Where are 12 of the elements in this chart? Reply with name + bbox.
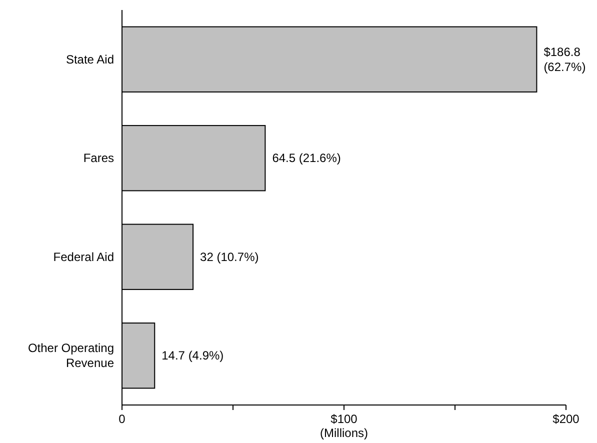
x-axis-title: (Millions) <box>320 426 368 440</box>
y-tick-label: State Aid <box>66 52 114 66</box>
data-label: 14.7 (4.9%) <box>162 348 224 363</box>
y-tick-label: Fares <box>83 151 114 166</box>
x-tick-label: 0 <box>118 412 126 426</box>
y-tick-label: Other Operating Revenue <box>28 341 114 370</box>
data-label: 64.5 (21.6%) <box>272 151 341 166</box>
x-tick-label: $200 <box>552 412 580 426</box>
y-tick-label: Federal Aid <box>53 250 114 264</box>
x-tick-label: $100 <box>330 412 358 426</box>
data-label: $186.8 (62.7%) <box>544 44 586 74</box>
data-label: 32 (10.7%) <box>200 250 259 264</box>
